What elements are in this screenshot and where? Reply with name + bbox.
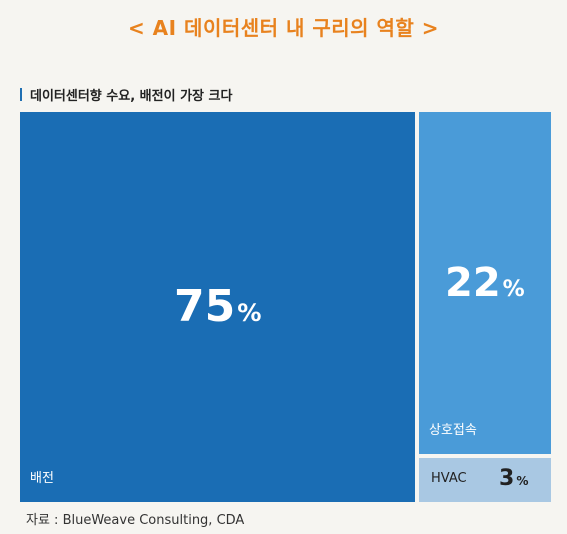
source-note: 자료 : BlueWeave Consulting, CDA	[26, 513, 245, 528]
value-unit: %	[502, 277, 525, 302]
value-number: 75	[174, 281, 236, 332]
value-label-interconnect: 22%	[445, 263, 525, 303]
chart-title: < AI 데이터센터 내 구리의 역할 >	[127, 16, 440, 40]
value-unit: %	[516, 474, 529, 488]
treemap-cell-hvac: 3% HVAC	[419, 458, 551, 502]
value-unit: %	[237, 299, 262, 327]
treemap-cell-power-distribution: 75% 배전	[20, 112, 415, 502]
subtitle-text: 데이터센터향 수요, 배전이 가장 크다	[30, 89, 233, 104]
chart-subtitle: 데이터센터향 수요, 배전이 가장 크다	[20, 85, 232, 104]
value-label-power-distribution: 75%	[174, 285, 261, 329]
category-label-power-distribution: 배전	[30, 471, 54, 486]
value-number: 3	[499, 466, 515, 491]
value-label-hvac: 3%	[499, 468, 528, 490]
subtitle-accent-bar	[20, 88, 22, 101]
category-label-hvac: HVAC	[431, 471, 467, 486]
treemap-cell-interconnect: 22% 상호접속	[419, 112, 551, 454]
value-number: 22	[445, 260, 501, 306]
category-label-interconnect: 상호접속	[429, 423, 477, 438]
